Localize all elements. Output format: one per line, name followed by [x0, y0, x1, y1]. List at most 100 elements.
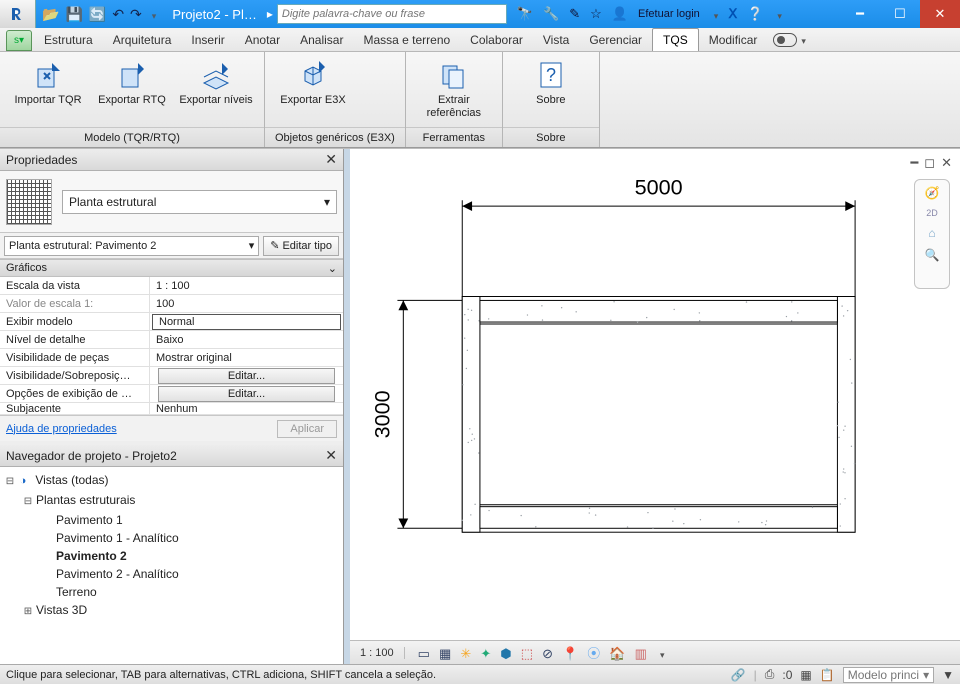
- tree-view-item[interactable]: Pavimento 2 - Analítico: [54, 567, 181, 581]
- prop-row[interactable]: Valor de escala 1:100: [0, 295, 343, 313]
- vb-reveal-icon[interactable]: ⦿: [587, 646, 600, 661]
- nav-2d-icon[interactable]: 🧭: [925, 186, 940, 200]
- tree-view-item[interactable]: Pavimento 1: [54, 513, 125, 527]
- search-box[interactable]: [277, 4, 507, 24]
- collapse-icon[interactable]: ⌄: [328, 262, 337, 275]
- view-max-icon[interactable]: ◻: [924, 155, 935, 171]
- sync-icon[interactable]: 🔄: [89, 6, 106, 23]
- prop-row[interactable]: Nível de detalheBaixo: [0, 331, 343, 349]
- ribbon-extrair-refer-ncias-button[interactable]: Extrair referências: [416, 58, 492, 120]
- prop-value[interactable]: 100: [150, 295, 343, 312]
- tab-tqs[interactable]: TQS: [652, 28, 699, 51]
- apply-button[interactable]: Aplicar: [277, 420, 337, 438]
- close-button[interactable]: ✕: [920, 0, 960, 28]
- prop-value[interactable]: Mostrar original: [150, 349, 343, 366]
- tab-modificar[interactable]: Modificar: [699, 28, 768, 51]
- tab-analisar[interactable]: Analisar: [290, 28, 353, 51]
- ribbon-options[interactable]: [773, 28, 806, 51]
- tab-massa-e-terreno[interactable]: Massa e terreno: [353, 28, 460, 51]
- link-icon[interactable]: ✎: [569, 6, 580, 22]
- tab-vista[interactable]: Vista: [533, 28, 579, 51]
- nav-wheel[interactable]: 🧭 2D ⌂ 🔍: [914, 179, 950, 289]
- exchange-icon[interactable]: Ⅹ: [728, 6, 737, 22]
- prop-row[interactable]: Exibir modeloNormal: [0, 313, 343, 331]
- sb-press-icon[interactable]: ⎙: [765, 667, 775, 682]
- tab-s[interactable]: s▾: [6, 30, 32, 51]
- redo-icon[interactable]: ↷: [130, 6, 142, 23]
- ribbon-exportar-rtq-button[interactable]: Exportar RTQ: [94, 58, 170, 107]
- sb-link-icon[interactable]: 🔗: [731, 668, 746, 682]
- vb-lock-icon[interactable]: 🏠: [609, 646, 625, 661]
- key-icon[interactable]: 🔧: [543, 6, 559, 22]
- ribbon-exportar-e3x-button[interactable]: Exportar E3X: [275, 58, 351, 107]
- properties-close-icon[interactable]: ✕: [325, 151, 337, 168]
- tree-twisty[interactable]: ⊞: [22, 603, 34, 621]
- vb-sun-icon[interactable]: ✳: [460, 646, 471, 661]
- vb-crop-icon[interactable]: ⬚: [521, 646, 533, 661]
- tree-twisty[interactable]: ⊟: [22, 493, 34, 511]
- prop-edit-button[interactable]: Editar...: [158, 368, 335, 384]
- tab-arquitetura[interactable]: Arquitetura: [103, 28, 182, 51]
- prop-value[interactable]: Normal: [152, 314, 341, 330]
- tab-inserir[interactable]: Inserir: [181, 28, 234, 51]
- sb-constraints-icon[interactable]: 📋: [820, 668, 835, 682]
- instance-selector[interactable]: Planta estrutural: Pavimento 2▾: [4, 236, 259, 256]
- prop-value[interactable]: Baixo: [150, 331, 343, 348]
- nav-zoom-icon[interactable]: 🔍: [925, 248, 940, 262]
- tab-gerenciar[interactable]: Gerenciar: [579, 28, 652, 51]
- open-icon[interactable]: 📂: [42, 6, 59, 23]
- prop-value[interactable]: 1 : 100: [150, 277, 343, 294]
- help-icon[interactable]: ❔: [747, 6, 763, 22]
- vb-hide-icon[interactable]: ⊘: [542, 646, 553, 661]
- drawing-area[interactable]: ━ ◻ ✕ 🧭 2D ⌂ 🔍 50003000 1 : 100 ▭ ▦ ✳ ✦ …: [350, 149, 960, 664]
- tree-view-item[interactable]: Pavimento 1 - Analítico: [54, 531, 181, 545]
- project-browser-close-icon[interactable]: ✕: [325, 447, 337, 464]
- ribbon-importar-tqr-button[interactable]: Importar TQR: [10, 58, 86, 107]
- ribbon-exportar-n-veis-button[interactable]: Exportar níveis: [178, 58, 254, 107]
- nav-home-icon[interactable]: ⌂: [928, 226, 935, 240]
- type-selector[interactable]: Planta estrutural ▾: [62, 190, 337, 214]
- save-icon[interactable]: 💾: [65, 6, 82, 23]
- tree-plantas[interactable]: Plantas estruturais: [34, 493, 137, 507]
- vb-more-icon[interactable]: [656, 646, 665, 661]
- sb-grid-icon[interactable]: ▦: [800, 668, 811, 682]
- qat-more-icon[interactable]: [148, 6, 157, 22]
- maximize-button[interactable]: ☐: [880, 0, 920, 28]
- view-scale[interactable]: 1 : 100: [360, 647, 405, 659]
- favorite-icon[interactable]: ☆: [590, 6, 602, 22]
- tree-vistas3d[interactable]: Vistas 3D: [34, 603, 89, 617]
- prop-row[interactable]: Escala da vista1 : 100: [0, 277, 343, 295]
- properties-help-link[interactable]: Ajuda de propriedades: [6, 423, 117, 435]
- undo-icon[interactable]: ↶: [112, 6, 124, 23]
- vb-model-icon[interactable]: ▭: [418, 646, 430, 661]
- sb-filter-icon[interactable]: ▼: [942, 668, 954, 682]
- prop-value[interactable]: Nenhum: [150, 403, 343, 414]
- tree-root[interactable]: Vistas (todas): [33, 473, 110, 487]
- vb-temp-icon[interactable]: ▥: [635, 646, 647, 661]
- ribbon-sobre-button[interactable]: ?Sobre: [513, 58, 589, 107]
- edit-type-button[interactable]: ✎ Editar tipo: [263, 236, 339, 256]
- user-icon[interactable]: 👤: [612, 6, 628, 22]
- prop-row[interactable]: Opções de exibição de …Editar...: [0, 385, 343, 403]
- binoculars-icon[interactable]: 🔭: [517, 6, 533, 22]
- login-menu-icon[interactable]: [710, 7, 719, 22]
- prop-row[interactable]: SubjacenteNenhum: [0, 403, 343, 415]
- tree-view-item[interactable]: Pavimento 2: [54, 549, 129, 563]
- view-close-icon[interactable]: ✕: [941, 155, 952, 171]
- vb-detail-icon[interactable]: ▦: [439, 646, 451, 661]
- tab-anotar[interactable]: Anotar: [235, 28, 290, 51]
- properties-panel-header[interactable]: Propriedades ✕: [0, 149, 343, 171]
- properties-group-header[interactable]: Gráficos ⌄: [0, 259, 343, 277]
- vb-shadow-icon[interactable]: ✦: [480, 646, 491, 661]
- minimize-button[interactable]: ━: [840, 0, 880, 28]
- model-selector[interactable]: Modelo princi▾: [843, 667, 934, 683]
- plan-canvas[interactable]: 50003000: [366, 159, 916, 630]
- tab-colaborar[interactable]: Colaborar: [460, 28, 533, 51]
- help-menu-icon[interactable]: [773, 7, 782, 22]
- tab-estrutura[interactable]: Estrutura: [34, 28, 103, 51]
- prop-row[interactable]: Visibilidade/Sobreposiç…Editar...: [0, 367, 343, 385]
- project-browser-header[interactable]: Navegador de projeto - Projeto2 ✕: [0, 445, 343, 467]
- app-menu-button[interactable]: [0, 0, 36, 28]
- vb-pin-icon[interactable]: 📍: [562, 646, 578, 661]
- search-input[interactable]: [282, 8, 502, 20]
